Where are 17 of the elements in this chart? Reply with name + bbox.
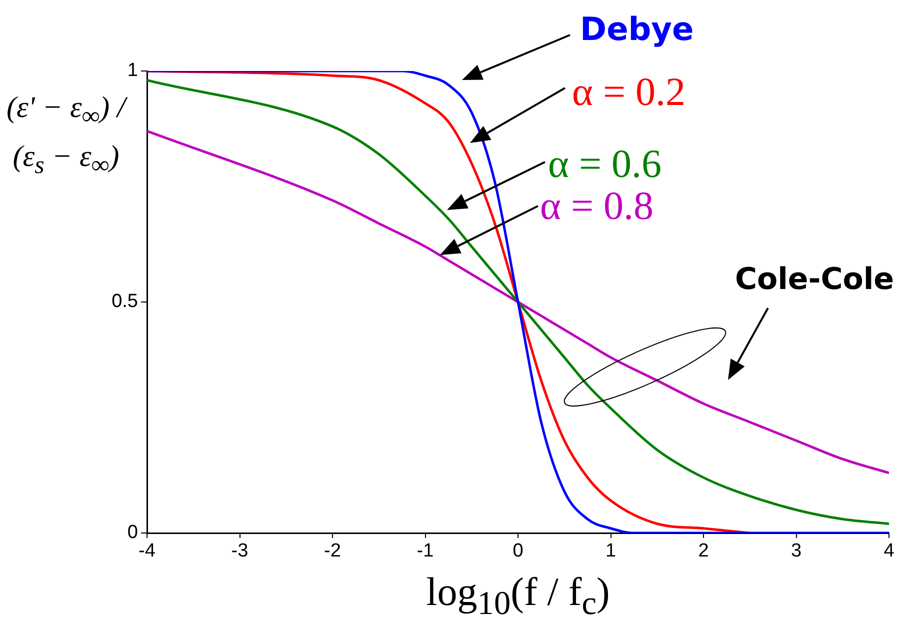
x-tick-label: -3	[231, 540, 248, 562]
x-axis-title: log$_{10}$(f / f$_{c}$)	[425, 568, 611, 623]
x-tick-label: -1	[416, 540, 434, 562]
x-tick-label: -2	[324, 540, 341, 562]
text: (ε' − ε$_{∞}$) / (ε$_{s}$ − ε$_{∞}$)	[6, 91, 126, 179]
x-tick-label: 0	[512, 540, 524, 562]
x-tick-label: -4	[138, 540, 156, 562]
x-tick-label: 1	[605, 540, 616, 562]
x-tick-label: 4	[884, 540, 895, 562]
x-tick-label: 3	[790, 540, 802, 562]
x-tick-label: 2	[698, 540, 709, 562]
y-tick-label: 0.5	[112, 291, 138, 312]
text: α = 0.2	[572, 68, 686, 115]
text: Debye	[580, 10, 694, 48]
annotation: Cole-Cole	[735, 262, 894, 297]
y-tick-label: 0	[127, 522, 138, 544]
y-tick-label: 1	[127, 60, 138, 82]
